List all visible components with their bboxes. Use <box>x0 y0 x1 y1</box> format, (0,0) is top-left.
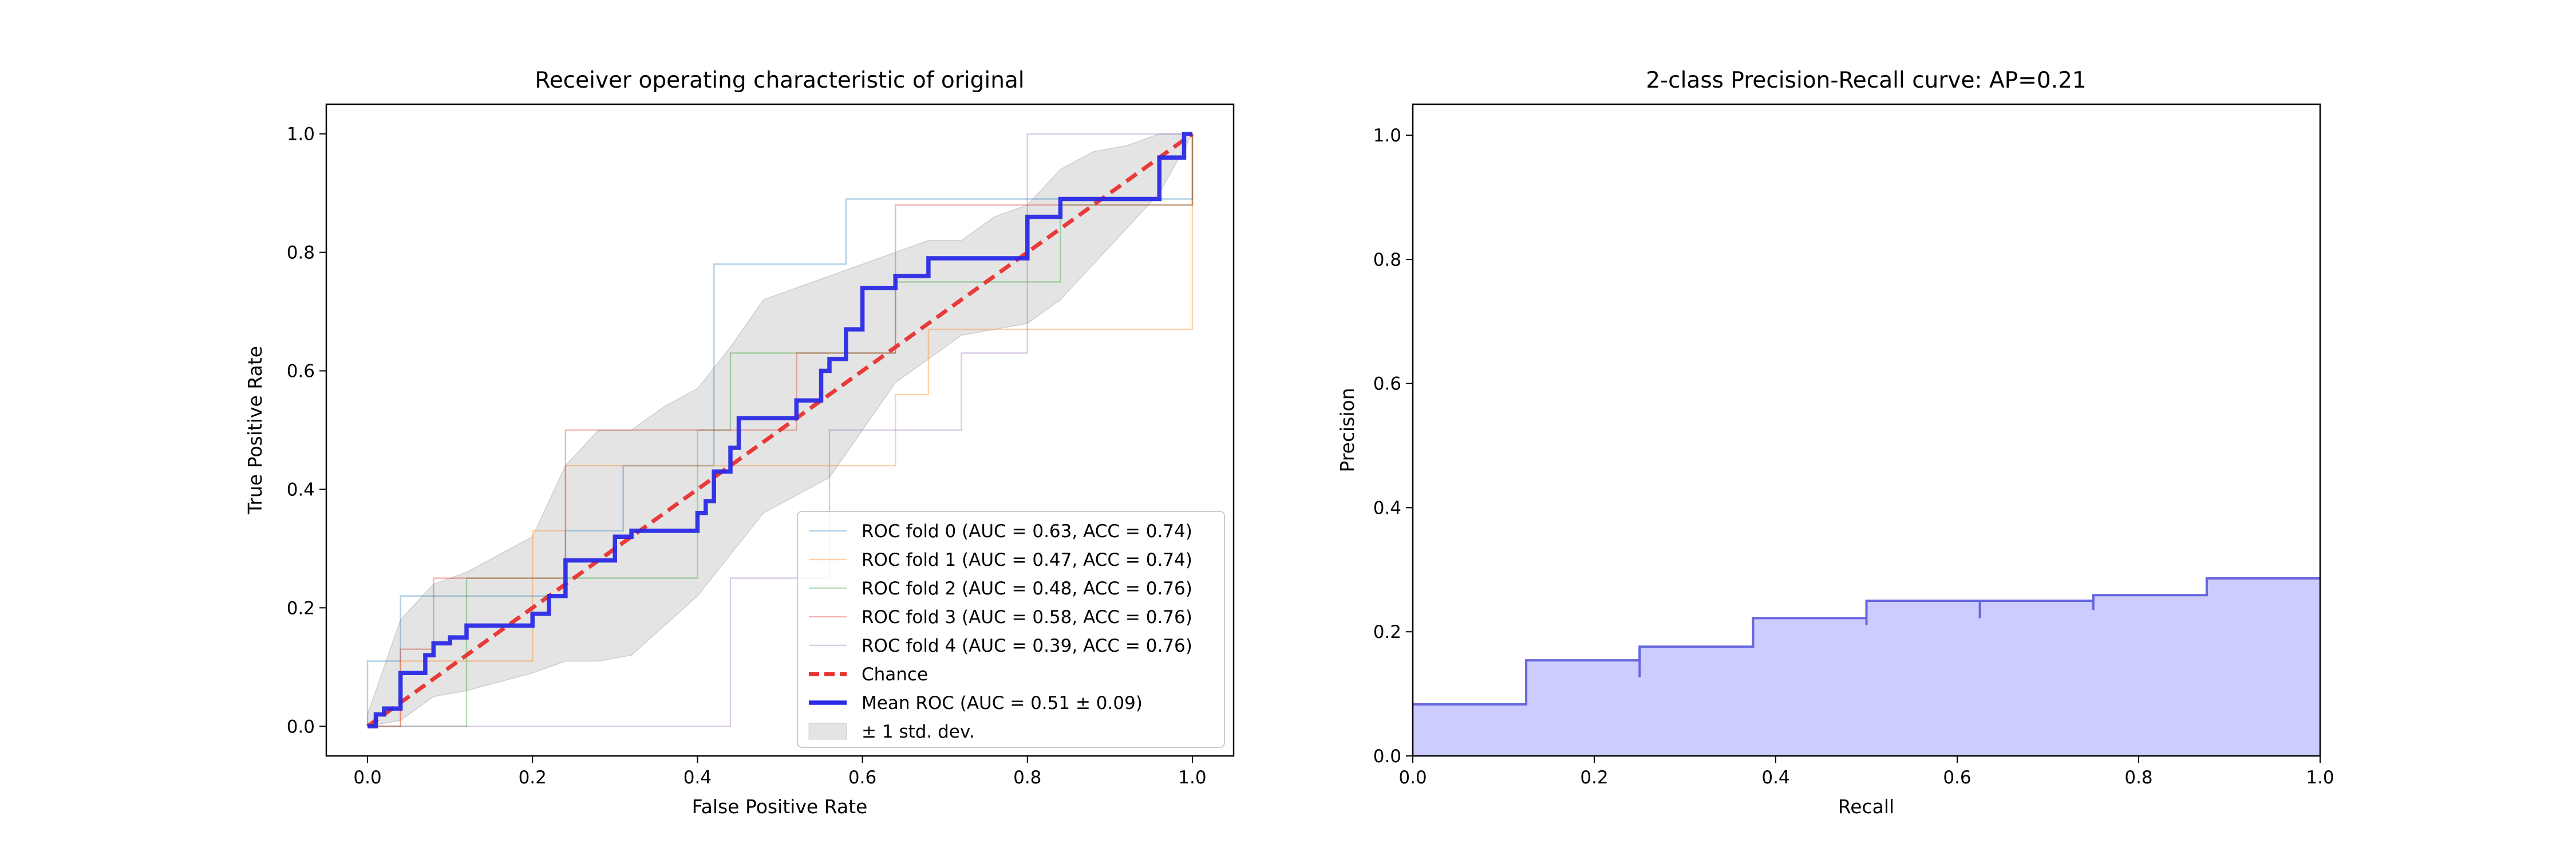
roc-legend-swatch <box>808 723 847 740</box>
roc-x-axis-label: False Positive Rate <box>692 795 868 818</box>
roc-legend-label: ROC fold 3 (AUC = 0.58, ACC = 0.76) <box>862 607 1192 628</box>
pr-y-tick-label: 0.6 <box>1373 374 1401 395</box>
roc-lines-layer <box>366 131 1194 729</box>
roc-x-tick-label: 0.4 <box>683 767 712 788</box>
pr-y-tick-label: 0.0 <box>1373 746 1401 767</box>
pr-x-tick-label: 0.4 <box>1761 767 1789 788</box>
roc-legend-label: Chance <box>862 664 928 685</box>
roc-y-tick-label: 0.6 <box>287 361 315 382</box>
roc-legend: ROC fold 0 (AUC = 0.63, ACC = 0.74) ROC f… <box>797 511 1225 748</box>
pr-y-tick-label: 0.4 <box>1373 498 1401 518</box>
roc-series-line-3 <box>368 133 1194 727</box>
roc-series-line-2 <box>368 133 1194 727</box>
roc-y-tick-label: 0.4 <box>287 479 315 500</box>
roc-series-line-0 <box>366 133 1194 727</box>
pr-x-tick-label: 0.6 <box>1943 767 1971 788</box>
roc-chart: Receiver operating characteristic of ori… <box>244 68 1235 818</box>
pr-y-tick-label: 0.2 <box>1373 622 1401 643</box>
pr-x-tick-label: 1.0 <box>2306 767 2334 788</box>
pr-plot-frame <box>1412 103 2321 757</box>
roc-y-tick-label: 0.8 <box>287 243 315 263</box>
roc-y-tick-label: 0.0 <box>287 716 315 737</box>
roc-x-ticks: 0.0 0.2 0.4 0.6 0.8 1.0 <box>353 756 1207 788</box>
roc-chart-title: Receiver operating characteristic of ori… <box>535 68 1024 93</box>
roc-legend-label: ROC fold 0 (AUC = 0.63, ACC = 0.74) <box>862 521 1192 542</box>
pr-chart-title: 2-class Precision-Recall curve: AP=0.21 <box>1646 68 2086 93</box>
pr-x-axis-label: Recall <box>1838 795 1894 818</box>
pr-y-tick-label: 0.8 <box>1373 250 1401 270</box>
roc-legend-label: ± 1 std. dev. <box>862 722 975 742</box>
roc-x-tick-label: 1.0 <box>1178 767 1206 788</box>
roc-legend-box <box>797 511 1225 748</box>
roc-x-tick-label: 0.0 <box>353 767 381 788</box>
roc-legend-label: ROC fold 4 (AUC = 0.39, ACC = 0.76) <box>862 636 1192 656</box>
roc-y-axis-label: True Positive Rate <box>244 346 266 515</box>
pr-y-axis-label: Precision <box>1336 388 1358 472</box>
roc-y-tick-label: 1.0 <box>287 124 315 145</box>
pr-y-ticks: 0.0 0.2 0.4 0.6 0.8 1.0 <box>1373 125 1413 767</box>
pr-chart: 2-class Precision-Recall curve: AP=0.21 … <box>1336 68 2334 818</box>
roc-x-tick-label: 0.8 <box>1013 767 1041 788</box>
roc-y-tick-label: 0.2 <box>287 598 315 618</box>
roc-legend-label: Mean ROC (AUC = 0.51 ± 0.09) <box>862 693 1143 714</box>
roc-x-tick-label: 0.6 <box>848 767 876 788</box>
roc-legend-label: ROC fold 1 (AUC = 0.47, ACC = 0.74) <box>862 550 1192 570</box>
roc-series-line-5 <box>366 132 1194 728</box>
roc-y-ticks: 0.0 0.2 0.4 0.6 0.8 1.0 <box>287 124 326 737</box>
pr-y-tick-label: 1.0 <box>1373 125 1401 146</box>
roc-series-line-6 <box>368 131 1192 729</box>
roc-plot-frame <box>325 103 1235 757</box>
pr-x-ticks: 0.0 0.2 0.4 0.6 0.8 1.0 <box>1398 756 2334 788</box>
roc-x-tick-label: 0.2 <box>519 767 547 788</box>
pr-x-tick-label: 0.2 <box>1580 767 1608 788</box>
pr-area-fill <box>1413 578 2320 756</box>
pr-x-tick-label: 0.8 <box>2124 767 2152 788</box>
roc-legend-label: ROC fold 2 (AUC = 0.48, ACC = 0.76) <box>862 578 1192 599</box>
pr-area-layer <box>1413 577 2320 756</box>
pr-x-tick-label: 0.0 <box>1398 767 1427 788</box>
